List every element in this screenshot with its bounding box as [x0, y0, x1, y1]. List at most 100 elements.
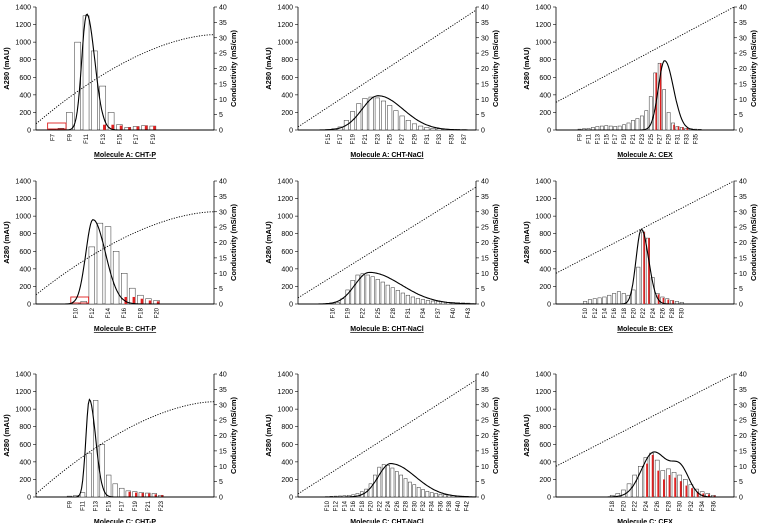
x-tick-label: F34 — [430, 500, 436, 511]
bar — [391, 288, 395, 304]
x-tick-label: F15 — [326, 133, 332, 144]
y2-tick-label: 35 — [219, 387, 227, 394]
y2-tick-label: 15 — [481, 255, 489, 262]
y-tick-label: 0 — [27, 302, 31, 309]
y-tick-label: 0 — [547, 495, 551, 502]
y-tick-label: 1000 — [535, 214, 551, 221]
y-tick-label: 0 — [289, 128, 293, 135]
x-tick-label: F38 — [447, 500, 453, 511]
bar — [618, 126, 621, 130]
conductivity-line — [556, 7, 734, 102]
x-tick-label: F19 — [622, 133, 628, 144]
x-tick-label: F10 — [583, 307, 589, 318]
y-tick-label: 200 — [19, 110, 31, 117]
y-tick-label: 400 — [539, 266, 551, 273]
bar — [421, 490, 424, 497]
bar — [430, 493, 433, 497]
x-tick-label: F25 — [649, 133, 655, 144]
highlight-bar — [652, 455, 654, 497]
y-tick-label: 600 — [19, 249, 31, 256]
chart-panel: 0200400600800100012001400051015202530354… — [522, 372, 758, 524]
y-tick-label: 1000 — [277, 40, 293, 47]
highlight-bar — [663, 479, 665, 497]
x-tick-label: F26 — [395, 500, 401, 511]
bar — [408, 482, 411, 497]
x-tick-label: F16 — [122, 307, 128, 318]
y2-tick-label: 30 — [739, 35, 747, 42]
x-tick-label: F19 — [133, 500, 139, 511]
y-tick-label: 1400 — [277, 5, 293, 12]
bar — [406, 295, 410, 304]
bar — [412, 124, 416, 130]
y2-tick-label: 25 — [219, 225, 227, 232]
y2-tick-label: 15 — [219, 81, 227, 88]
x-tick-label: F31 — [406, 307, 412, 318]
x-tick-label: F34 — [700, 500, 706, 511]
highlight-bar — [646, 464, 648, 497]
x-tick-label: F11 — [586, 133, 592, 144]
y-axis-title: A280 (mAU) — [264, 221, 273, 264]
x-tick-label: F40 — [456, 500, 462, 511]
x-tick-label: F35 — [450, 133, 456, 144]
y2-tick-label: 5 — [481, 112, 485, 119]
y-tick-label: 200 — [281, 477, 293, 484]
bar — [371, 277, 375, 304]
bar — [600, 126, 603, 130]
x-tick-label: F35 — [693, 133, 699, 144]
bar — [394, 111, 398, 130]
y2-tick-label: 20 — [219, 240, 227, 247]
y2-tick-label: 15 — [739, 255, 747, 262]
y2-tick-label: 35 — [739, 194, 747, 201]
y-tick-label: 600 — [19, 442, 31, 449]
x-tick-label: F22 — [641, 307, 647, 318]
bar — [376, 279, 380, 304]
y2-tick-label: 15 — [739, 81, 747, 88]
y2-tick-label: 30 — [739, 209, 747, 216]
bar — [638, 466, 642, 497]
highlight-bar — [643, 232, 645, 304]
y2-tick-label: 10 — [219, 97, 227, 104]
x-tick-label: F29 — [667, 133, 673, 144]
y2-axis-title: Conductivity (mS/cm) — [749, 203, 758, 281]
x-tick-label: F16 — [351, 500, 357, 511]
x-tick-label: F18 — [622, 307, 628, 318]
chart-panel: 0200400600800100012001400051015202530354… — [2, 372, 238, 524]
y-tick-label: 1400 — [15, 179, 31, 186]
y2-tick-label: 5 — [219, 112, 223, 119]
x-tick-label: F33 — [684, 133, 690, 144]
highlight-bar — [685, 486, 687, 497]
y-tick-label: 1200 — [535, 196, 551, 203]
y2-tick-label: 20 — [219, 433, 227, 440]
bar — [373, 475, 376, 497]
highlight-bar — [135, 493, 137, 497]
y-tick-label: 400 — [281, 92, 293, 99]
y-tick-label: 200 — [281, 110, 293, 117]
y2-tick-label: 10 — [219, 464, 227, 471]
chart-panel: 0200400600800100012001400051015202530354… — [2, 179, 238, 334]
bar — [609, 126, 612, 130]
bar — [378, 467, 381, 497]
bar — [386, 285, 390, 304]
y2-tick-label: 30 — [219, 209, 227, 216]
x-tick-label: F31 — [675, 133, 681, 144]
chart-title: Molecule B: CHT-P — [94, 326, 157, 333]
bar — [421, 300, 425, 304]
bar — [366, 275, 370, 304]
bar — [612, 293, 615, 304]
bar — [443, 495, 446, 497]
highlight-bar — [657, 471, 659, 497]
x-tick-label: F31 — [425, 133, 431, 144]
y2-tick-label: 10 — [739, 97, 747, 104]
y2-tick-label: 40 — [739, 179, 747, 186]
y-tick-label: 1200 — [15, 196, 31, 203]
x-tick-label: F15 — [604, 133, 610, 144]
bar — [640, 116, 643, 130]
y-tick-label: 1400 — [535, 179, 551, 186]
highlight-bar — [667, 300, 669, 304]
y2-tick-label: 35 — [219, 194, 227, 201]
y2-tick-label: 25 — [219, 418, 227, 425]
y2-tick-label: 30 — [481, 209, 489, 216]
y-tick-label: 1400 — [277, 372, 293, 379]
y-axis-title: A280 (mAU) — [264, 47, 273, 90]
y-axis-title: A280 (mAU) — [2, 47, 11, 90]
